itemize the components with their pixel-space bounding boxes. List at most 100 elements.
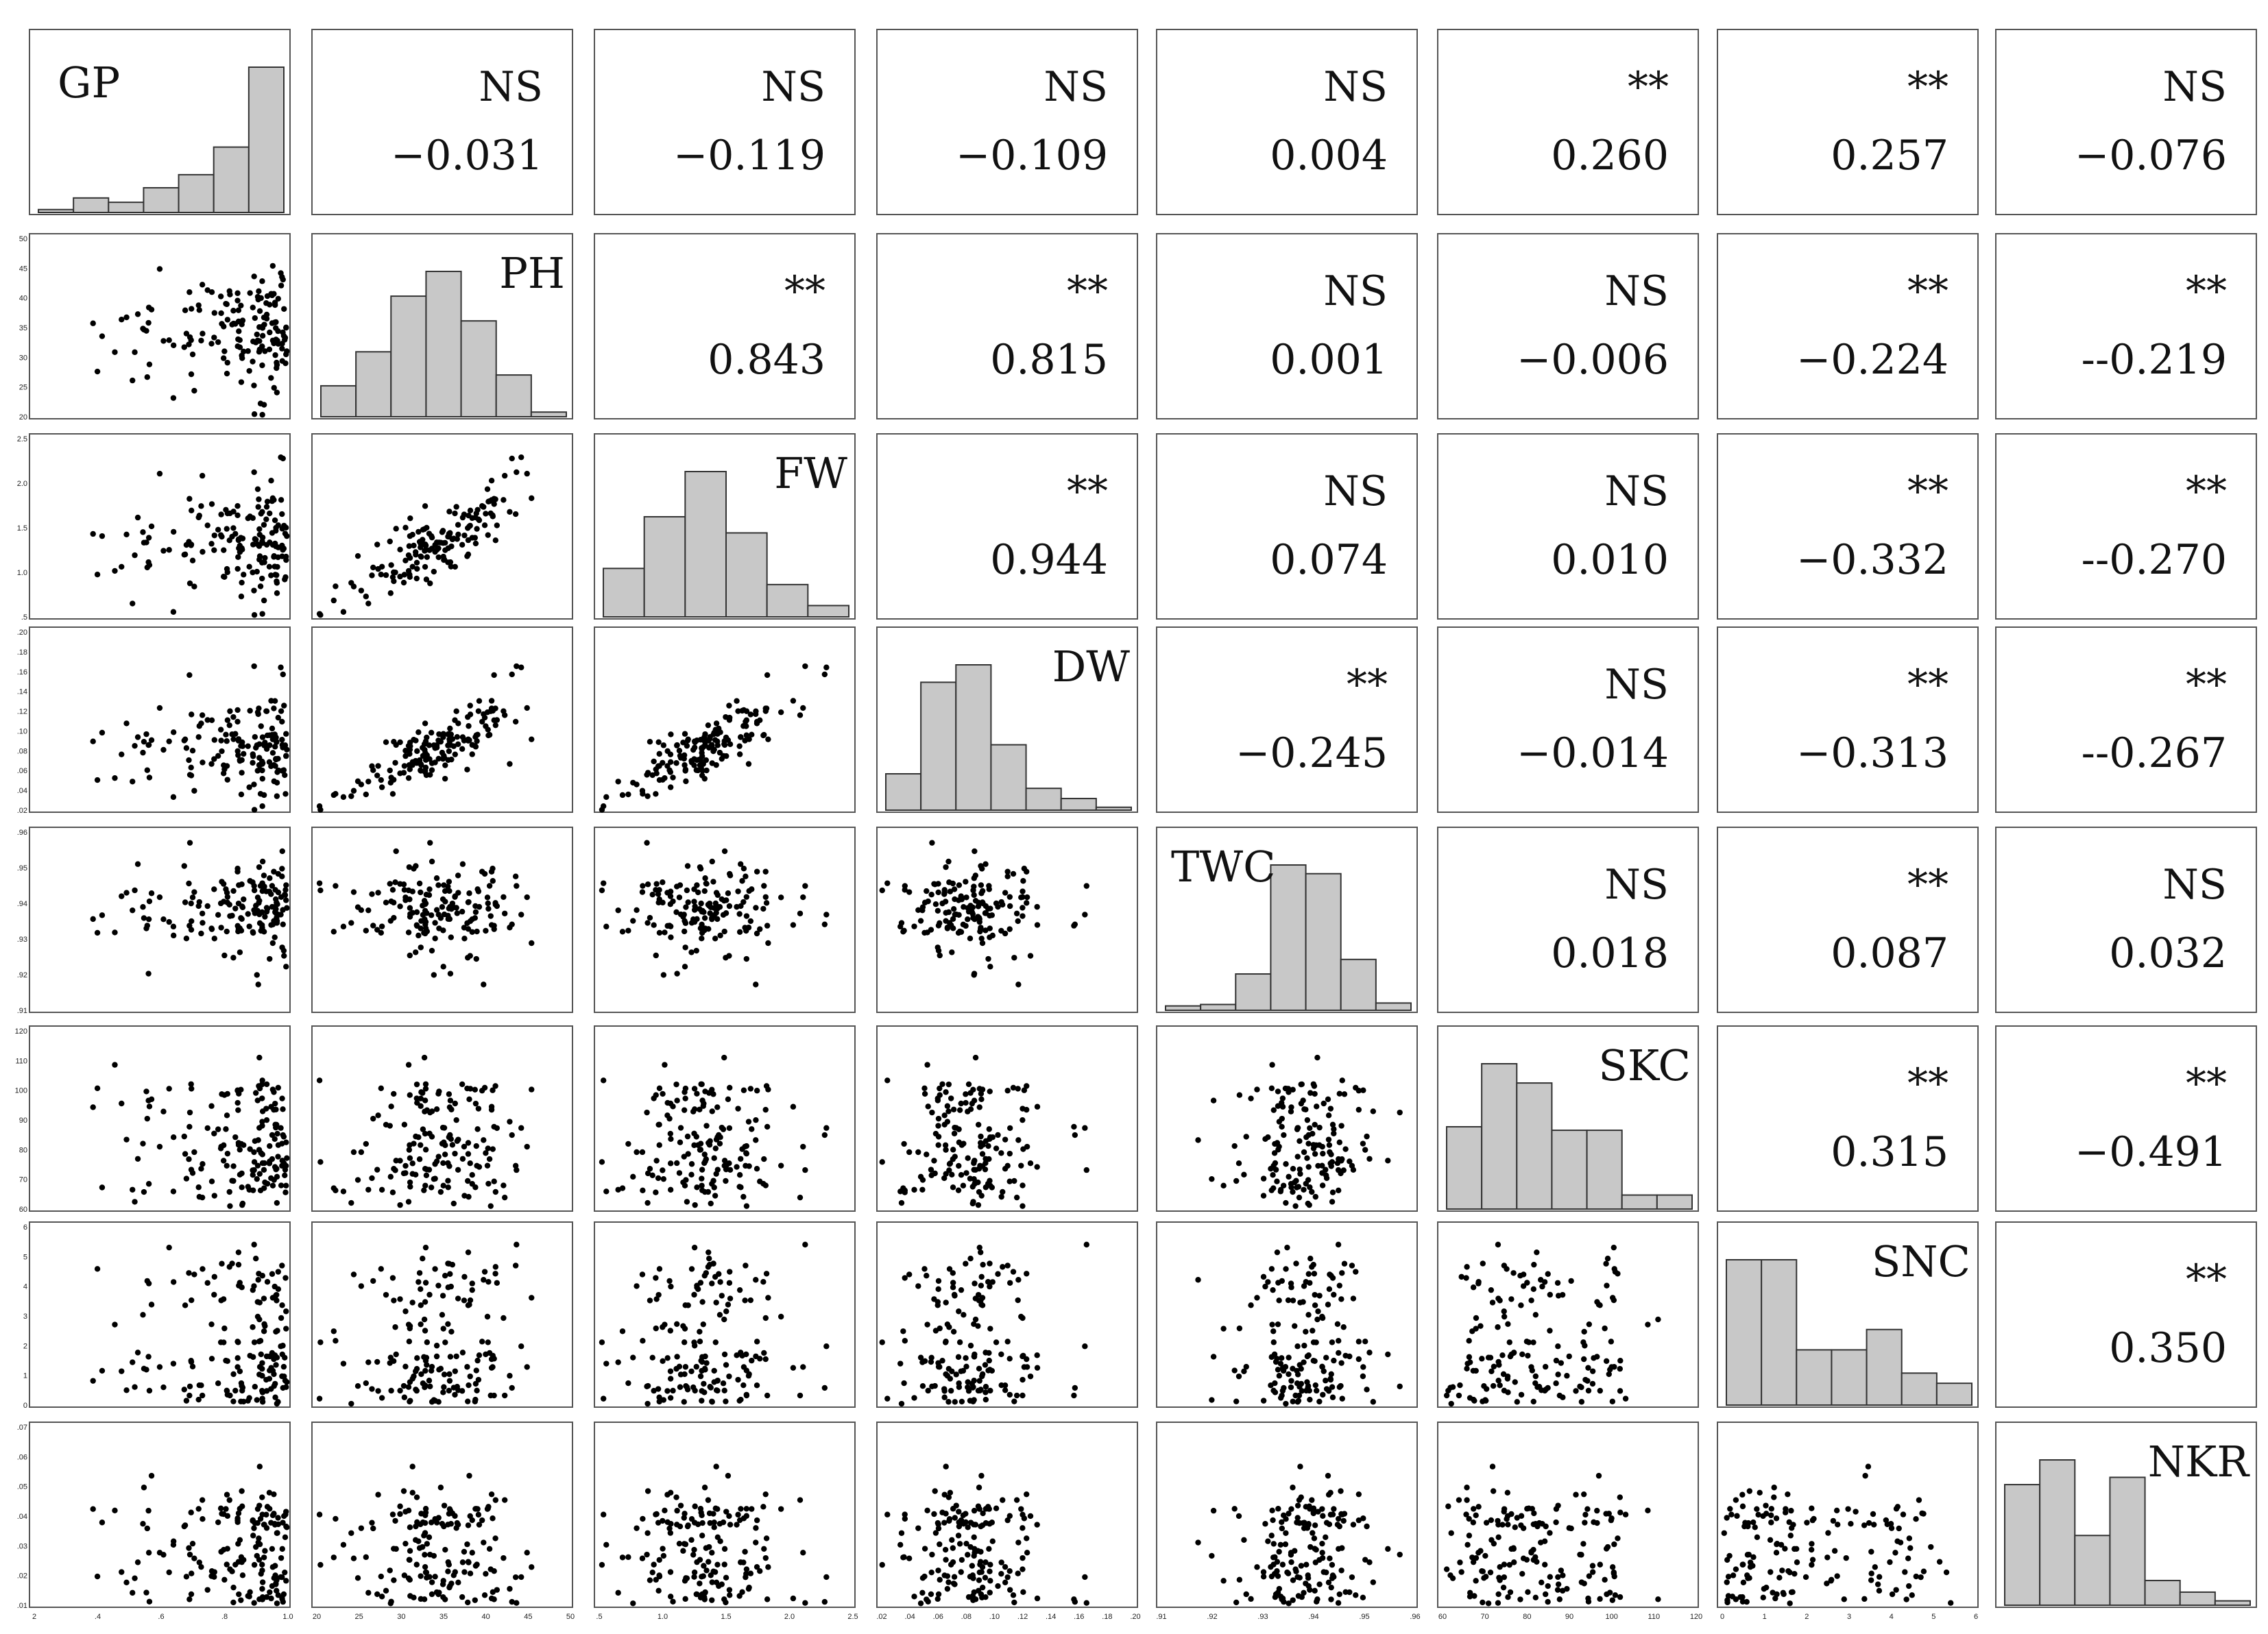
scatter-point [274,563,280,570]
scatter-point [189,1086,195,1092]
scatter-point [1750,1554,1757,1561]
scatter-point [946,920,953,926]
scatter-point [956,882,963,888]
scatter-point [699,936,705,942]
scatter-point [441,753,447,759]
scatter-point [189,351,196,358]
scatter-point [1482,1552,1488,1559]
scatter-point [350,1271,357,1278]
scatter-point [262,554,268,561]
scatter-point [268,763,274,770]
scatter-point [667,759,674,766]
scatter-point [484,894,491,901]
scatter-point [1319,1182,1326,1188]
scatter-point [234,868,241,875]
scatter-point [452,510,458,517]
scatter-point [412,549,419,555]
scatter-point [660,899,666,906]
scatter-point [682,944,688,951]
x-tick-label: 1.0 [658,1613,668,1621]
scatter-point [330,597,337,604]
scatter-point [1724,1579,1730,1585]
scatter-point [1325,1112,1332,1119]
scatter-point [1809,1561,1815,1568]
scatter-point [1517,1273,1523,1279]
correlation-cell: ** 0.260 [1437,29,1699,215]
scatter-point [1195,1277,1201,1283]
scatter-point [709,1398,715,1404]
scatter-point [943,1463,949,1470]
scatter-point [734,698,740,704]
scatter-point [950,906,957,912]
scatter-point [219,533,225,540]
scatter-point [431,972,437,978]
scatter-point [697,1328,703,1335]
scatter-point [452,1368,459,1374]
scatter-point [640,1337,646,1344]
scatter-point [1260,1193,1267,1199]
scatter-point [1370,1108,1377,1114]
scatter-point [259,1365,265,1372]
scatter-point [112,775,118,781]
scatter-point [1305,1583,1312,1589]
scatter-point [148,523,155,530]
scatter-point [146,775,153,781]
scatter-point [666,1115,673,1122]
scatter-point [279,511,285,517]
scatter-point [467,507,474,514]
scatter-point [140,904,146,910]
scatter-point [259,1373,265,1379]
scatter-point [518,912,524,918]
scatter-point [1336,1282,1342,1289]
scatter-point [1603,1260,1609,1267]
scatter-point [255,1539,261,1546]
scatter-point [144,1278,150,1284]
scatter-point [282,1378,289,1384]
scatter-point [714,742,721,748]
scatter-point [220,355,227,361]
scatter-point [987,925,993,931]
scatter-point [1467,1395,1473,1401]
scatter-point [507,1373,513,1379]
scatter-point [467,1160,473,1167]
scatter-point [272,352,278,358]
scatter-point [469,1181,475,1187]
scatter-point [441,1384,447,1390]
scatter-point [1323,1386,1330,1392]
scatter-point [474,928,480,935]
scatter-point [676,894,683,901]
scatter-point [397,1158,403,1164]
scatter-point [200,548,206,555]
significance-label: ** [1907,467,1949,515]
scatter-point [1463,1275,1469,1281]
scatter-point [267,510,273,517]
scatter-point [761,1546,767,1552]
scatter-point [400,1382,407,1389]
scatter-point [1311,1535,1318,1541]
scatter-point [254,768,261,774]
scatter-point [1233,1178,1240,1184]
scatter-point [145,971,152,977]
scatter-point [141,1188,147,1195]
scatter-point [418,944,424,951]
scatter-point [369,1520,375,1526]
scatter-point [1331,1357,1337,1364]
scatter-point [431,1397,437,1403]
scatter-point [375,763,381,769]
scatter-point [274,1587,280,1594]
scatter-point [670,1598,676,1605]
scatter-point [942,1142,949,1149]
scatter-point [982,1350,989,1356]
scatter-point [797,910,804,916]
scatter-point [452,1391,458,1398]
scatter-point [1307,1396,1313,1403]
scatter-point [982,1574,989,1581]
scatter-point [753,711,759,718]
scatter-point [1466,1354,1473,1361]
scatter-point [674,1160,680,1167]
scatter-point [1760,1594,1766,1601]
scatter-point [354,904,361,910]
scatter-point [667,1160,674,1167]
scatter-point [224,526,230,532]
scatter-point [271,868,277,875]
